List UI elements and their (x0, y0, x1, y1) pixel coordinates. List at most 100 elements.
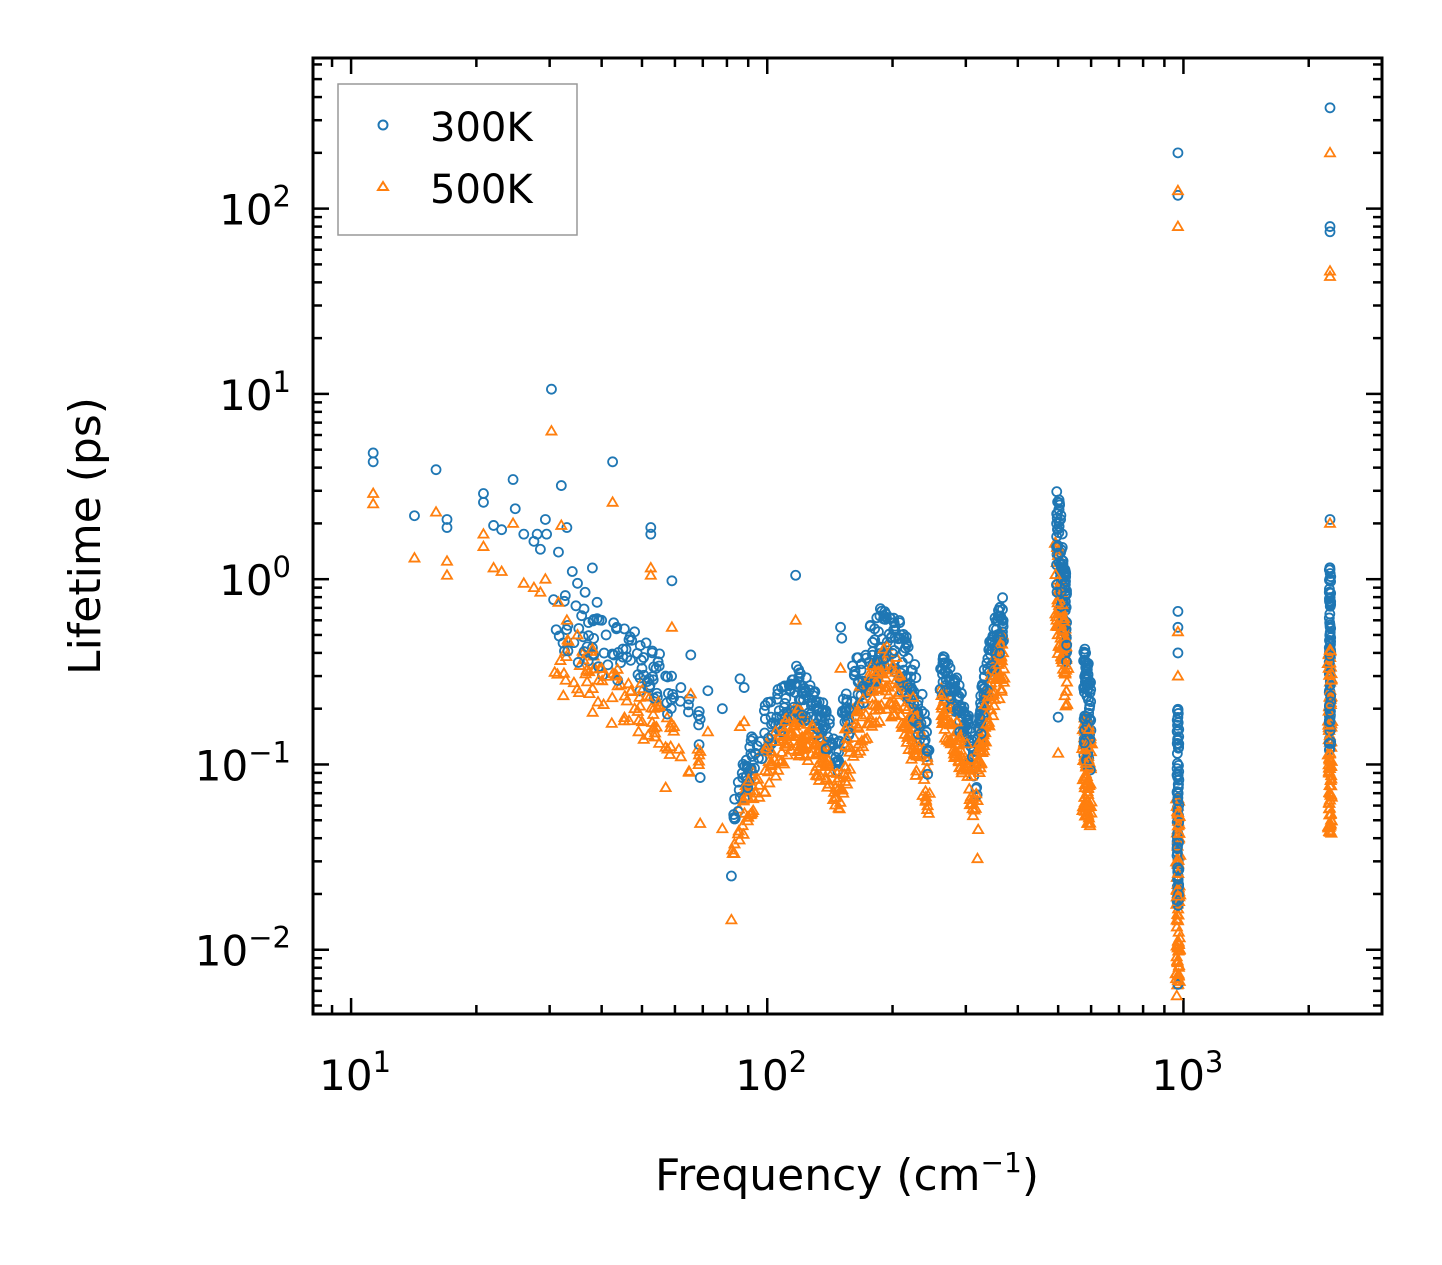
data-point-300k (675, 682, 687, 693)
data-point-500k (1323, 516, 1337, 528)
cluster-point-300k (694, 713, 706, 725)
x-axis-title-close: ) (1022, 1150, 1039, 1201)
cluster-point-300k (847, 660, 858, 672)
cluster-point-500k (993, 637, 1007, 649)
cluster-point-300k (1324, 626, 1336, 638)
cluster-point-500k (865, 691, 880, 703)
cluster-point-500k (645, 715, 659, 727)
cluster-point-500k (1322, 761, 1336, 773)
cluster-point-500k (752, 778, 766, 790)
cluster-point-300k (598, 647, 610, 659)
cluster-point-500k (1077, 769, 1091, 782)
cluster-point-300k (1325, 587, 1337, 599)
data-point-500k (495, 564, 509, 576)
cluster-point-500k (922, 806, 936, 818)
cluster-point-500k (810, 759, 824, 771)
cluster-point-500k (1171, 889, 1185, 901)
cluster-point-500k (783, 728, 798, 740)
cluster-point-500k (862, 668, 876, 680)
data-point-300k (636, 662, 648, 674)
data-point-500k (595, 661, 609, 673)
cluster-point-300k (562, 619, 574, 631)
data-point-500k (1171, 974, 1185, 986)
cluster-point-300k (840, 709, 852, 721)
x-tick-label: 103 (1151, 1045, 1223, 1100)
cluster-point-300k (1083, 679, 1095, 691)
cluster-point-500k (760, 738, 775, 750)
cluster-point-500k (1055, 597, 1069, 610)
cluster-point-300k (1078, 646, 1090, 658)
cluster-point-500k (641, 728, 655, 740)
data-point-500k (833, 661, 848, 673)
data-point-300k (579, 586, 591, 598)
data-point-500k (652, 736, 666, 748)
cluster-point-500k (992, 657, 1006, 669)
cluster-point-500k (793, 715, 807, 727)
cluster-point-300k (759, 700, 771, 711)
cluster-point-300k (729, 813, 741, 824)
cluster-point-300k (753, 752, 764, 764)
data-point-500k (659, 780, 673, 793)
data-point-300k (441, 514, 453, 525)
legend-box (337, 83, 578, 236)
cluster-point-300k (741, 760, 753, 772)
cluster-point-500k (1323, 801, 1337, 813)
data-point-300k (1172, 621, 1184, 633)
cluster-point-300k (1172, 719, 1183, 731)
cluster-point-500k (851, 703, 865, 715)
data-point-300k (641, 676, 653, 688)
cluster-point-300k (1078, 737, 1090, 749)
cluster-point-300k (1172, 705, 1183, 716)
data-point-500k (429, 505, 443, 517)
cluster-point-500k (769, 734, 783, 746)
cluster-point-500k (1082, 797, 1096, 809)
cluster-point-500k (953, 733, 967, 745)
data-point-300k (1172, 606, 1184, 617)
data-point-300k (685, 649, 697, 661)
data-point-500k (585, 642, 599, 654)
cluster-point-500k (768, 724, 783, 737)
cluster-point-300k (749, 762, 760, 774)
data-point-500k (635, 714, 649, 727)
data-point-300k (367, 447, 379, 459)
cluster-point-300k (982, 653, 994, 664)
cluster-point-300k (732, 776, 744, 788)
data-point-300k (645, 522, 657, 533)
cluster-point-300k (1051, 531, 1063, 542)
data-point-300k (607, 456, 619, 468)
cluster-point-500k (1323, 823, 1337, 836)
data-point-300k (566, 566, 578, 577)
data-point-500k (606, 495, 620, 507)
cluster-point-500k (884, 663, 898, 675)
cluster-point-300k (588, 649, 600, 661)
cluster-point-500k (1170, 913, 1184, 925)
cluster-point-500k (884, 695, 898, 707)
y-tick-label: 10−2 (195, 921, 291, 976)
cluster-point-300k (1171, 843, 1183, 855)
data-point-500k (674, 750, 688, 762)
cluster-point-500k (894, 708, 908, 720)
data-point-500k (476, 539, 491, 551)
cluster-point-500k (1322, 808, 1336, 820)
cluster-point-500k (621, 677, 636, 689)
cluster-point-500k (622, 713, 636, 726)
cluster-point-300k (663, 688, 674, 699)
cluster-point-500k (815, 744, 829, 756)
cluster-point-500k (984, 688, 998, 701)
cluster-point-500k (891, 701, 905, 714)
cluster-point-500k (1056, 641, 1070, 653)
cluster-point-300k (877, 653, 889, 665)
cluster-point-500k (1324, 673, 1338, 685)
data-point-300k (534, 543, 546, 555)
cluster-point-300k (768, 717, 779, 729)
cluster-point-500k (567, 675, 581, 688)
cluster-point-500k (825, 765, 839, 778)
data-point-300k (509, 503, 521, 515)
cluster-point-500k (963, 792, 977, 805)
cluster-point-500k (775, 745, 789, 757)
cluster-point-300k (962, 713, 974, 724)
data-point-500k (789, 613, 803, 625)
cluster-point-500k (822, 777, 836, 789)
cluster-point-500k (950, 715, 964, 727)
data-point-300k (541, 528, 553, 540)
